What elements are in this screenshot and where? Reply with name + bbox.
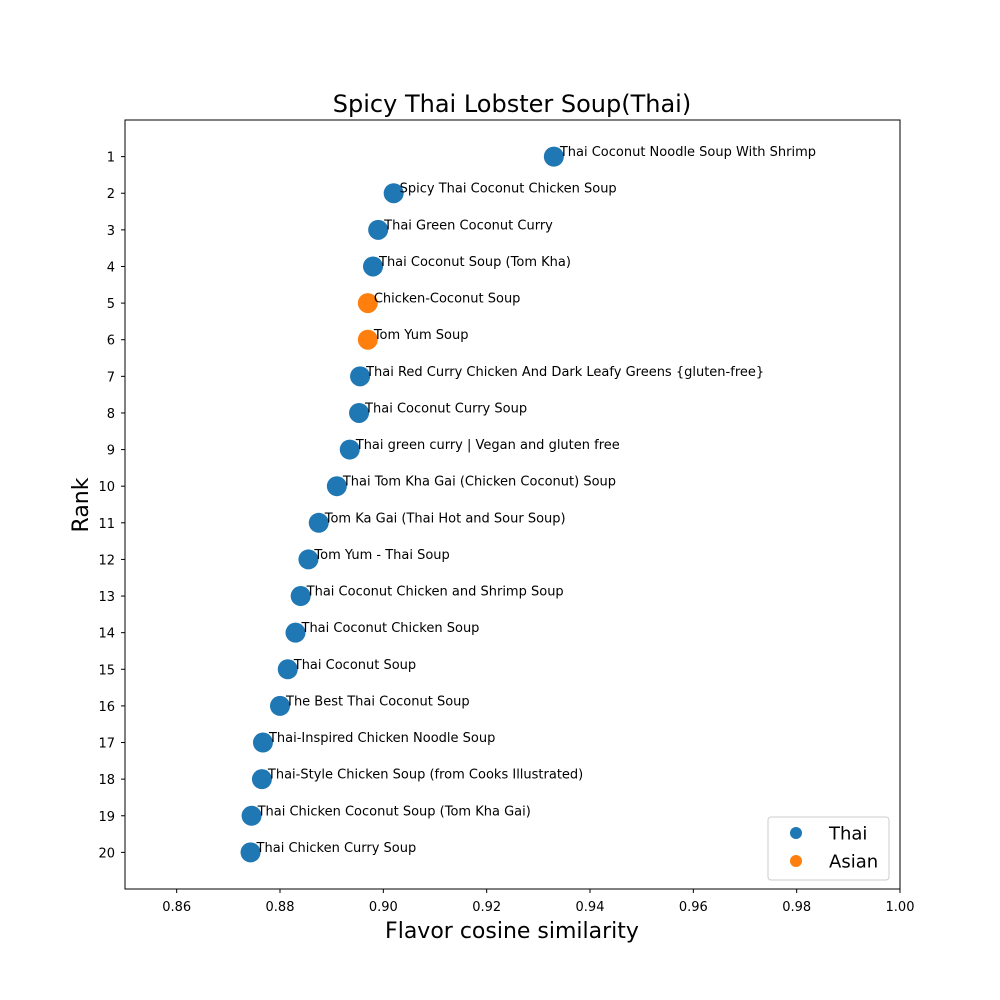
legend-marker xyxy=(790,827,802,839)
data-point-label: Spicy Thai Coconut Chicken Soup xyxy=(400,182,617,197)
x-tick-label: 0.98 xyxy=(782,900,811,915)
x-tick-label: 0.96 xyxy=(679,900,708,915)
plot-frame xyxy=(124,119,901,890)
y-tick-label: 20 xyxy=(98,846,115,861)
data-point xyxy=(357,329,378,350)
data-point xyxy=(308,512,329,533)
y-tick-label: 1 xyxy=(107,151,115,166)
data-point-label: Thai Chicken Coconut Soup (Tom Kha Gai) xyxy=(257,804,531,819)
data-point xyxy=(339,439,360,460)
y-tick-label: 11 xyxy=(98,517,115,532)
data-point-label: Thai green curry | Vegan and gluten free xyxy=(355,438,620,453)
y-tick-label: 2 xyxy=(107,187,115,202)
data-point-label: Thai Tom Kha Gai (Chicken Coconut) Soup xyxy=(342,475,616,490)
data-point xyxy=(298,549,319,570)
y-tick-label: 12 xyxy=(98,553,115,568)
x-tick-label: 0.86 xyxy=(162,900,191,915)
x-axis-label: Flavor cosine similarity xyxy=(385,919,639,944)
data-point-label: Tom Yum - Thai Soup xyxy=(313,548,449,563)
data-point xyxy=(241,805,262,826)
data-point-label: Tom Yum Soup xyxy=(373,328,469,343)
data-point xyxy=(251,769,272,790)
y-tick-label: 9 xyxy=(107,444,115,459)
data-point xyxy=(383,183,404,204)
data-point xyxy=(277,659,298,680)
data-points: Thai Coconut Noodle Soup With Shrimp Spic… xyxy=(240,145,816,863)
x-axis: 0.86 0.88 0.90 0.92 0.94 0.96 0.98 1.00 xyxy=(162,889,914,915)
data-point xyxy=(357,293,378,314)
y-tick-label: 7 xyxy=(107,370,115,385)
data-point xyxy=(252,732,273,753)
legend-marker xyxy=(790,855,802,867)
data-point-label: Thai Coconut Chicken and Shrimp Soup xyxy=(306,585,564,600)
y-tick-label: 3 xyxy=(107,224,115,239)
y-tick-label: 4 xyxy=(107,260,115,275)
data-point-label: Thai Coconut Soup xyxy=(293,658,416,673)
data-point-label: The Best Thai Coconut Soup xyxy=(285,694,470,709)
y-tick-label: 18 xyxy=(98,773,115,788)
y-tick-label: 8 xyxy=(107,407,115,422)
data-point xyxy=(270,695,290,716)
data-point-label: Thai Green Coconut Curry xyxy=(383,218,553,233)
x-tick-label: 0.90 xyxy=(369,900,398,915)
x-tick-label: 0.88 xyxy=(266,900,295,915)
x-tick-label: 1.00 xyxy=(886,900,915,915)
y-tick-label: 15 xyxy=(98,663,115,678)
data-point-label: Thai Coconut Soup (Tom Kha) xyxy=(378,255,571,270)
legend: Thai Asian xyxy=(767,816,890,881)
data-point xyxy=(240,842,261,863)
legend-label: Asian xyxy=(829,852,878,873)
data-point-label: Thai-Style Chicken Soup (from Cooks Illu… xyxy=(267,768,583,783)
y-tick-label: 10 xyxy=(98,480,115,495)
y-tick-label: 16 xyxy=(98,700,115,715)
data-point-label: Thai Coconut Noodle Soup With Shrimp xyxy=(559,145,816,160)
data-point-label: Chicken-Coconut Soup xyxy=(374,292,521,307)
chart-title: Spicy Thai Lobster Soup(Thai) xyxy=(333,90,691,118)
data-point xyxy=(363,256,383,277)
data-point xyxy=(368,219,389,240)
data-point-label: Thai-Inspired Chicken Noodle Soup xyxy=(268,731,495,746)
y-tick-label: 19 xyxy=(98,810,115,825)
y-tick-label: 13 xyxy=(98,590,115,605)
data-point xyxy=(285,622,306,643)
data-point-label: Thai Coconut Chicken Soup xyxy=(301,621,480,636)
y-tick-label: 6 xyxy=(107,334,115,349)
x-tick-label: 0.94 xyxy=(576,900,605,915)
data-point xyxy=(349,402,370,423)
plot-area: 0.86 0.88 0.90 0.92 0.94 0.96 0.98 1.00 1234567… xyxy=(98,119,914,915)
data-point-label: Thai Red Curry Chicken And Dark Leafy Gr… xyxy=(365,365,764,380)
data-point xyxy=(350,366,371,387)
data-point-label: Thai Coconut Curry Soup xyxy=(364,401,527,416)
legend-label: Thai xyxy=(828,824,867,845)
data-point-label: Tom Ka Gai (Thai Hot and Sour Soup) xyxy=(324,511,566,526)
data-point xyxy=(543,146,564,167)
y-axis-label: Rank xyxy=(69,477,94,532)
y-tick-label: 5 xyxy=(107,297,115,312)
data-point xyxy=(326,476,347,497)
x-tick-label: 0.92 xyxy=(472,900,501,915)
data-point xyxy=(290,586,311,607)
data-point-label: Thai Chicken Curry Soup xyxy=(256,841,417,856)
y-tick-label: 17 xyxy=(98,737,115,752)
y-tick-label: 14 xyxy=(98,627,115,642)
